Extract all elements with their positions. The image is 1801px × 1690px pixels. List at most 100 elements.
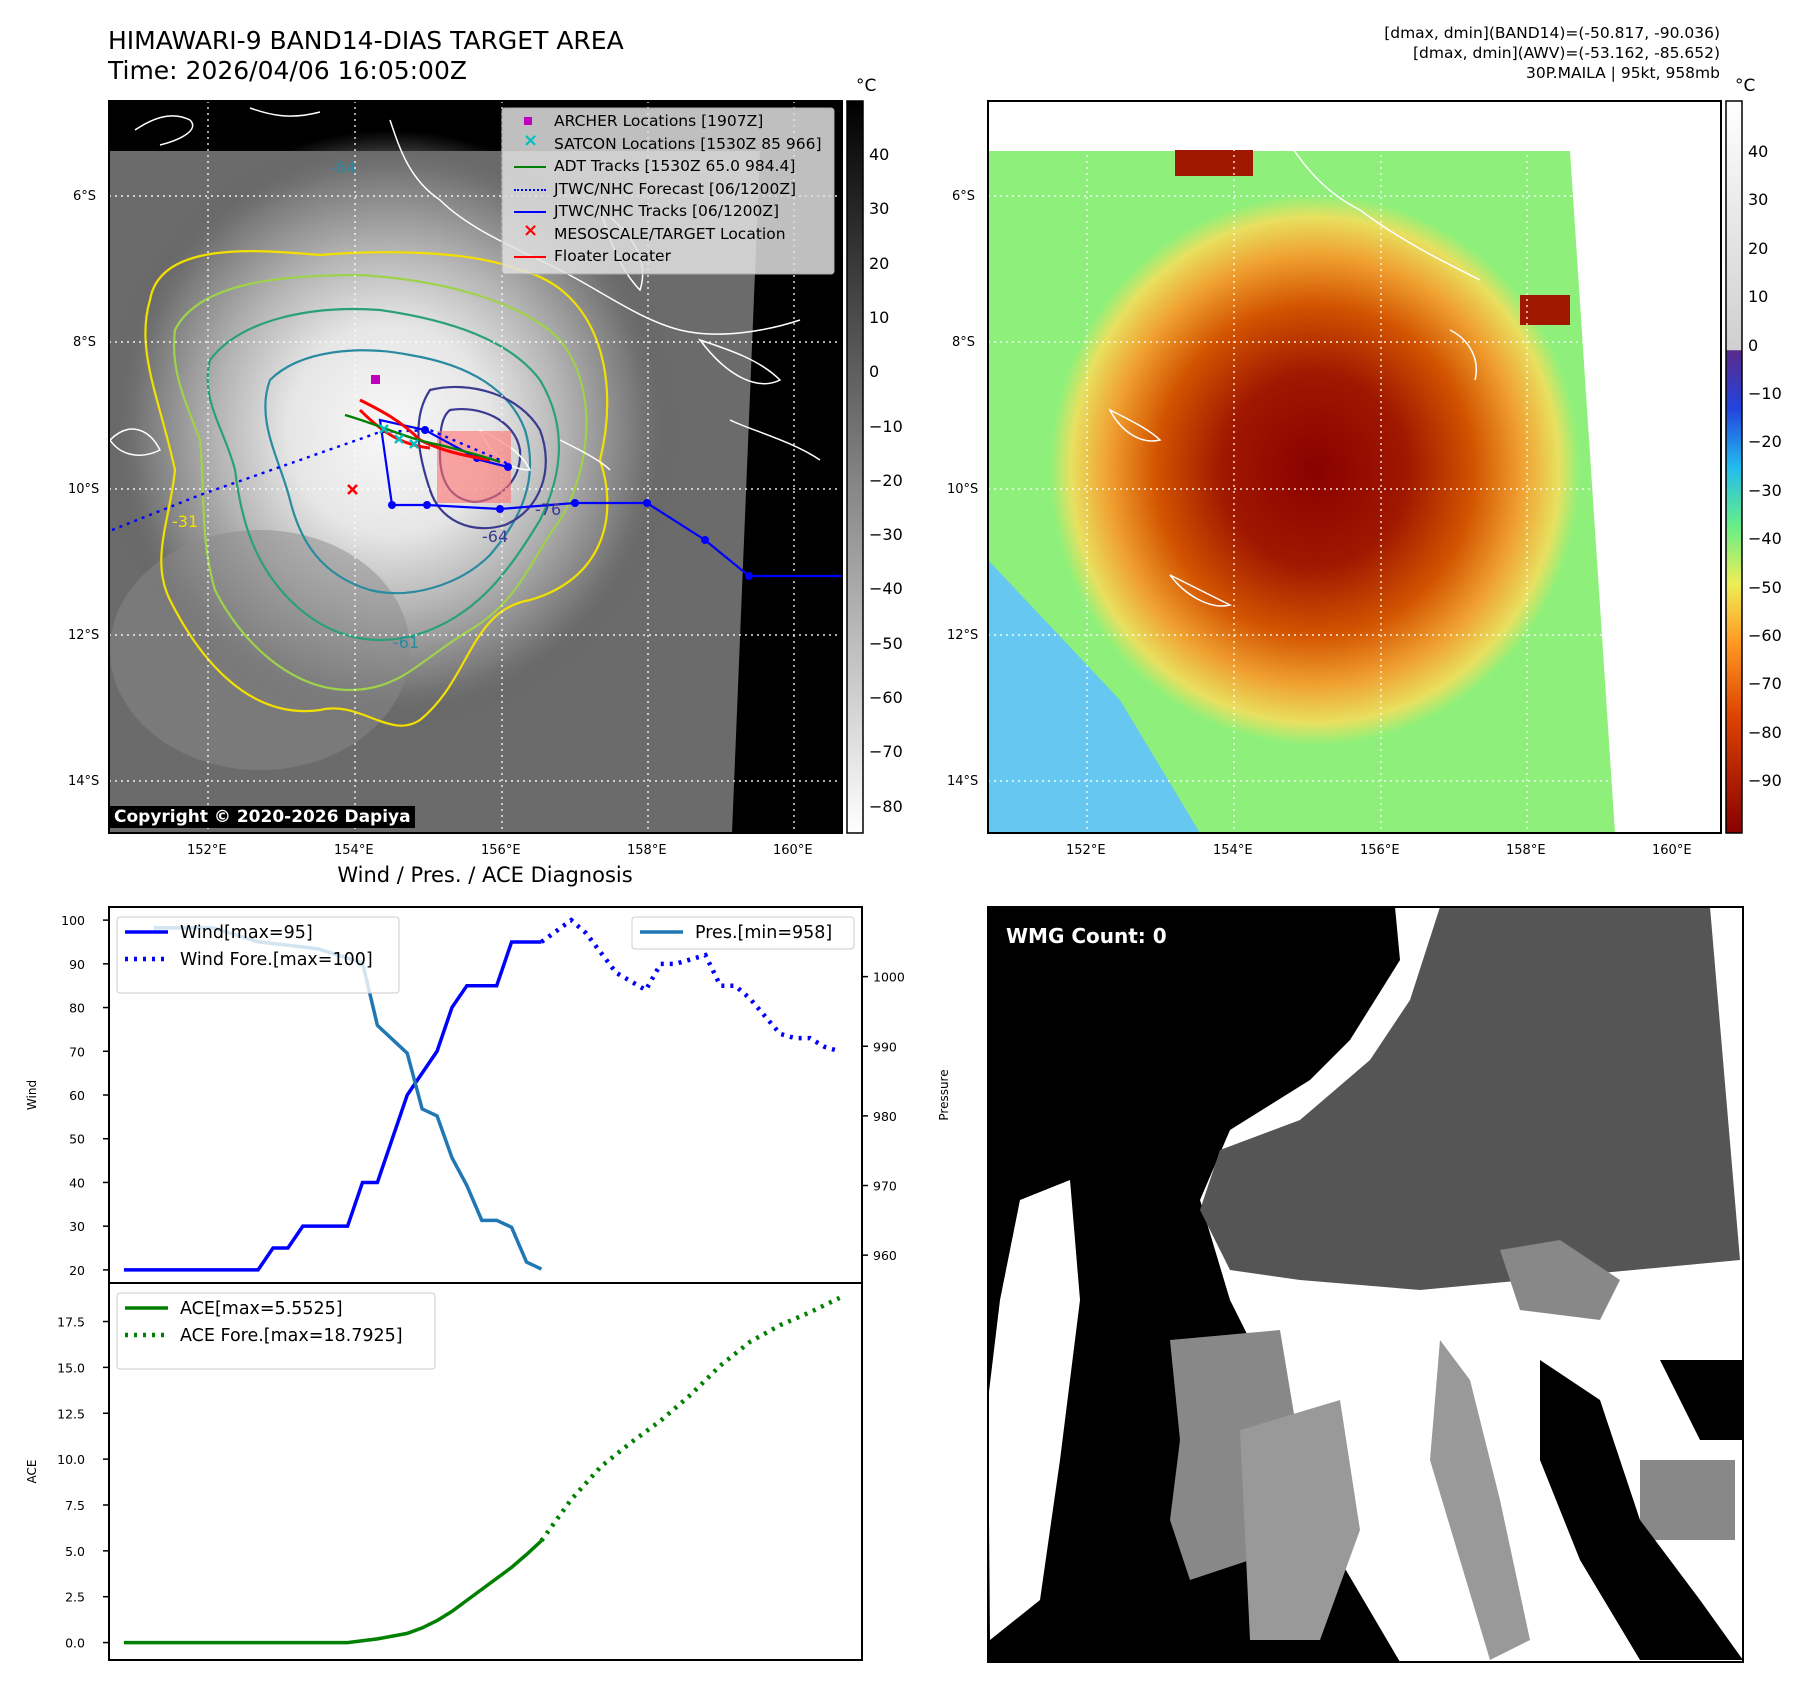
- band14-range-info: [dmax, dmin](BAND14)=(-50.817, -90.036): [1384, 24, 1720, 42]
- colorbar-tick-label: 10: [869, 307, 890, 327]
- awv-range-info: [dmax, dmin](AWV)=(-53.162, -85.652): [1413, 44, 1720, 62]
- awv-lat-label-12s: 12°S: [947, 628, 979, 643]
- contour-label: -61: [393, 633, 420, 652]
- wmg-panel: [988, 907, 1743, 1662]
- y2-tick-label: 960: [873, 1248, 897, 1263]
- colorbar-tick-label: −50: [869, 633, 903, 653]
- lon-label-154e: 154°E: [334, 843, 374, 858]
- colorbar-tick-label: −90: [1748, 771, 1782, 791]
- y-tick-label: 60: [69, 1088, 85, 1103]
- awv-lon-label-154e: 154°E: [1213, 843, 1253, 858]
- colorbar-tick-label: −40: [1748, 529, 1782, 549]
- ir-legend-marker: [514, 256, 546, 258]
- awv-lon-label-152e: 152°E: [1066, 843, 1106, 858]
- lon-label-156e: 156°E: [481, 843, 521, 858]
- series-line: [540, 917, 841, 1054]
- series-line: [539, 1295, 841, 1543]
- y-tick-label: 80: [69, 1001, 85, 1016]
- contour-label: -64: [482, 527, 509, 546]
- y-axis-label: ACE: [25, 1460, 39, 1484]
- diagnosis-charts: 20 30 40 50 60 70 80 90 100 960 970 980 990 1000 Press…: [25, 906, 951, 1661]
- colorbar-tick-label: 30: [869, 199, 890, 219]
- legend-box: [631, 916, 855, 950]
- adt-track: [344, 413, 501, 464]
- satcon-markers: [379, 424, 419, 449]
- awv-colorbar-unit: °C: [1735, 76, 1756, 96]
- ir-legend-item: ADT Tracks [1530Z 65.0 984.4]: [510, 157, 830, 177]
- y2-axis-label: Pressure: [937, 1069, 951, 1120]
- ir-legend-marker: [524, 117, 532, 125]
- legend-label: ACE Fore.[max=18.7925]: [180, 1326, 403, 1346]
- y-tick-label: 15.0: [57, 1360, 85, 1375]
- y-tick-label: 17.5: [57, 1315, 85, 1330]
- archer-marker: [371, 375, 380, 384]
- ir-legend-label: SATCON Locations [1530Z 85 966]: [554, 134, 822, 153]
- ir-legend-label: ARCHER Locations [1907Z]: [554, 112, 764, 130]
- awv-lon-label-156e: 156°E: [1360, 843, 1400, 858]
- y2-tick-label: 970: [873, 1179, 897, 1194]
- jtwc-track: [392, 501, 842, 578]
- colorbar-tick-label: 40: [1748, 142, 1769, 161]
- colorbar-tick-label: −70: [1748, 674, 1782, 694]
- awv-lat-label-10s: 10°S: [947, 482, 979, 497]
- contour-label: -76: [535, 500, 562, 519]
- ir-legend-label: ADT Tracks [1530Z 65.0 984.4]: [554, 157, 796, 175]
- awv-storm-core: [1050, 195, 1580, 745]
- colorbar-tick-label: −60: [869, 688, 903, 707]
- ir-legend-label: MESOSCALE/TARGET Location: [554, 224, 786, 243]
- y-tick-label: 2.5: [65, 1590, 85, 1605]
- contour-label: -31: [172, 512, 199, 531]
- colorbar-tick-label: −60: [1748, 626, 1782, 645]
- legend-box: [116, 916, 400, 994]
- colorbar-tick-label: 20: [1748, 238, 1769, 258]
- colorbar-tick-label: 0: [869, 362, 880, 382]
- ir-legend-label: JTWC/NHC Forecast [06/1200Z]: [554, 179, 797, 198]
- colorbar-tick-label: 10: [1748, 287, 1769, 307]
- series-line: [123, 940, 542, 1272]
- ir-legend-item: × MESOSCALE/TARGET Location: [510, 220, 830, 245]
- y-tick-label: 30: [69, 1219, 85, 1234]
- lat-label-8s: 8°S: [73, 335, 97, 350]
- awv-colorbar: [1725, 100, 1743, 834]
- colorbar-tick-label: 20: [869, 253, 890, 273]
- ir-legend-marker: [514, 166, 546, 168]
- figure-title: HIMAWARI-9 BAND14-DIAS TARGET AREA: [108, 26, 624, 55]
- colorbar-tick-label: 40: [869, 145, 890, 164]
- lon-label-158e: 158°E: [627, 843, 667, 858]
- colorbar-tick-label: −70: [869, 742, 903, 762]
- y-tick-label: 100: [61, 913, 85, 928]
- y-tick-label: 20: [69, 1263, 85, 1278]
- ir-legend-item: ARCHER Locations [1907Z]: [510, 112, 830, 132]
- y2-tick-label: 1000: [873, 970, 905, 985]
- y-axis-label: Wind: [25, 1080, 39, 1110]
- y2-tick-label: 980: [873, 1109, 897, 1124]
- y-tick-label: 90: [69, 957, 85, 972]
- lat-label-12s: 12°S: [68, 628, 100, 643]
- y-tick-label: 70: [69, 1044, 85, 1059]
- lat-label-6s: 6°S: [73, 189, 97, 204]
- contour-label: -64: [330, 158, 357, 177]
- ir-colorbar: [846, 100, 864, 834]
- awv-lat-label-8s: 8°S: [952, 335, 976, 350]
- colorbar-tick-label: −10: [869, 416, 903, 436]
- copyright-badge: Copyright © 2020-2026 Dapiya: [110, 806, 415, 828]
- colorbar-tick-label: −80: [869, 796, 903, 816]
- mesoscale-target-marker: [347, 484, 358, 495]
- colorbar-tick-label: −30: [869, 525, 903, 545]
- colorbar-tick-label: −20: [1748, 432, 1782, 452]
- legend-label: ACE[max=5.5525]: [180, 1299, 343, 1319]
- ir-legend: [501, 107, 835, 275]
- awv-lat-label-14s: 14°S: [947, 774, 979, 789]
- lon-label-160e: 160°E: [773, 843, 813, 858]
- colorbar-tick-label: −10: [1748, 384, 1782, 403]
- colorbar-tick-label: −20: [869, 470, 903, 490]
- colorbar-tick-label: −40: [869, 579, 903, 599]
- colorbar-tick-label: 0: [1748, 335, 1759, 355]
- lat-label-10s: 10°S: [68, 482, 100, 497]
- chart-frame: [108, 1282, 863, 1661]
- figure-timestamp: Time: 2026/04/06 16:05:00Z: [108, 56, 467, 85]
- y-tick-label: 50: [69, 1132, 85, 1147]
- ir-legend-marker: ×: [523, 219, 539, 241]
- awv-coastlines: [1108, 129, 1481, 607]
